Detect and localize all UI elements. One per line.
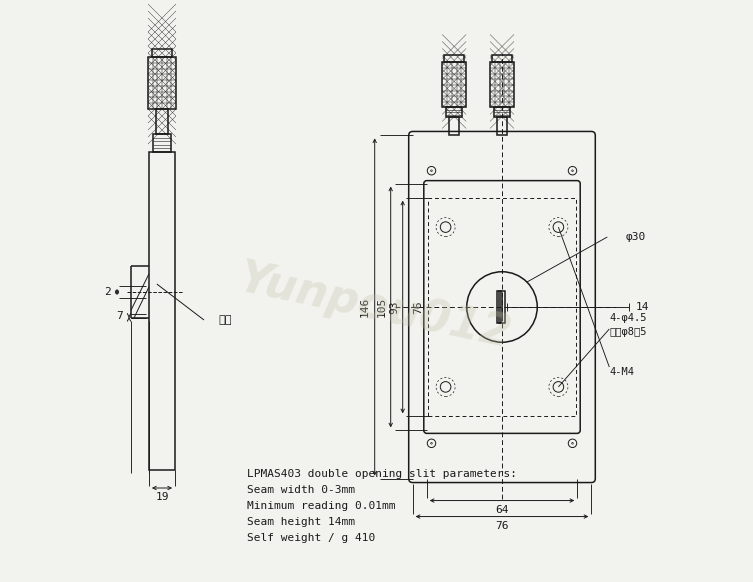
Bar [490, 62, 514, 108]
Bar [492, 55, 512, 62]
Bar [444, 55, 464, 62]
Bar [494, 108, 510, 118]
Bar [499, 290, 505, 324]
Bar [428, 198, 576, 416]
Bar [156, 109, 168, 134]
Text: φ30: φ30 [625, 232, 645, 242]
Bar [497, 290, 501, 324]
Text: 76: 76 [413, 300, 424, 314]
Text: 76: 76 [495, 520, 509, 531]
Bar [497, 118, 507, 136]
Text: 刃口: 刃口 [218, 315, 231, 325]
Text: Minimum reading 0.01mm: Minimum reading 0.01mm [247, 501, 395, 511]
Bar [149, 152, 175, 470]
Text: Seam width 0-3mm: Seam width 0-3mm [247, 485, 355, 495]
Bar [447, 108, 462, 118]
Text: 2: 2 [105, 287, 111, 297]
Text: Self weight / g 410: Self weight / g 410 [247, 533, 375, 543]
Bar [153, 134, 171, 152]
Text: 64: 64 [495, 505, 509, 514]
Bar [152, 49, 172, 57]
Text: 93: 93 [390, 300, 400, 314]
Text: 105: 105 [376, 297, 387, 317]
Text: LPMAS403 double opening slit parameters:: LPMAS403 double opening slit parameters: [247, 469, 517, 479]
Bar [148, 57, 176, 109]
Text: 19: 19 [155, 492, 169, 502]
Text: 沉孔φ8深5: 沉孔φ8深5 [609, 327, 647, 337]
Text: 4-M4: 4-M4 [609, 367, 634, 377]
Text: 14: 14 [636, 302, 649, 312]
Bar [442, 62, 466, 108]
Bar [450, 118, 459, 136]
Text: Seam height 14mm: Seam height 14mm [247, 517, 355, 527]
Text: 4-φ4.5: 4-φ4.5 [609, 313, 647, 323]
Text: 146: 146 [360, 297, 370, 317]
Text: 7: 7 [117, 311, 123, 321]
Text: Yunpou012: Yunpou012 [235, 257, 515, 357]
